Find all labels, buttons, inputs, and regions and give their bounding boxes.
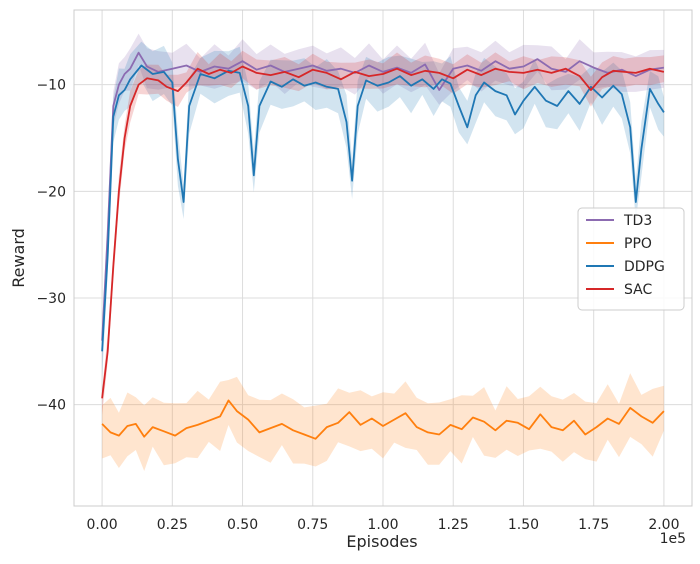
legend-label-ddpg: DDPG bbox=[624, 259, 665, 275]
series-band-td3 bbox=[102, 33, 664, 363]
x-tick-label: 1.75 bbox=[578, 517, 609, 533]
tick-labels: 0.00 0.25 0.50 0.75 1.00 1.25 1.50 1.75 2.00 −40 −… bbox=[36, 78, 679, 533]
series-band-ppo bbox=[102, 373, 664, 471]
x-tick-label: 0.25 bbox=[157, 517, 188, 533]
x-axis-label: Episodes bbox=[346, 532, 417, 551]
x-tick-label: 2.00 bbox=[648, 517, 679, 533]
series-line-ppo bbox=[101, 399, 665, 440]
x-tick-label: 0.75 bbox=[297, 517, 328, 533]
series-line-sac bbox=[101, 65, 665, 399]
series-band-sac bbox=[102, 50, 664, 415]
y-tick-label: −10 bbox=[36, 78, 66, 94]
series-lines bbox=[101, 51, 665, 440]
x-tick-label: 1.25 bbox=[438, 517, 469, 533]
x-tick-label: 1.50 bbox=[508, 517, 539, 533]
confidence-bands bbox=[102, 33, 664, 471]
series-line-ddpg bbox=[101, 64, 665, 352]
x-tick-label: 0.50 bbox=[227, 517, 258, 533]
legend-box bbox=[577, 207, 685, 311]
plot-frame bbox=[73, 9, 693, 507]
legend: TD3 PPO DDPG SAC bbox=[577, 207, 685, 311]
y-tick-label: −30 bbox=[36, 291, 66, 307]
y-tick-label: −40 bbox=[36, 398, 66, 414]
x-tick-label: 0.00 bbox=[87, 517, 118, 533]
x-tick-label: 1.00 bbox=[367, 517, 398, 533]
legend-label-td3: TD3 bbox=[623, 213, 652, 229]
y-tick-label: −20 bbox=[36, 184, 66, 200]
series-band-ddpg bbox=[102, 41, 664, 380]
y-axis-label: Reward bbox=[9, 228, 28, 288]
legend-label-sac: SAC bbox=[624, 282, 652, 298]
x-axis-offset-label: 1e5 bbox=[660, 531, 686, 547]
legend-label-ppo: PPO bbox=[624, 236, 652, 252]
